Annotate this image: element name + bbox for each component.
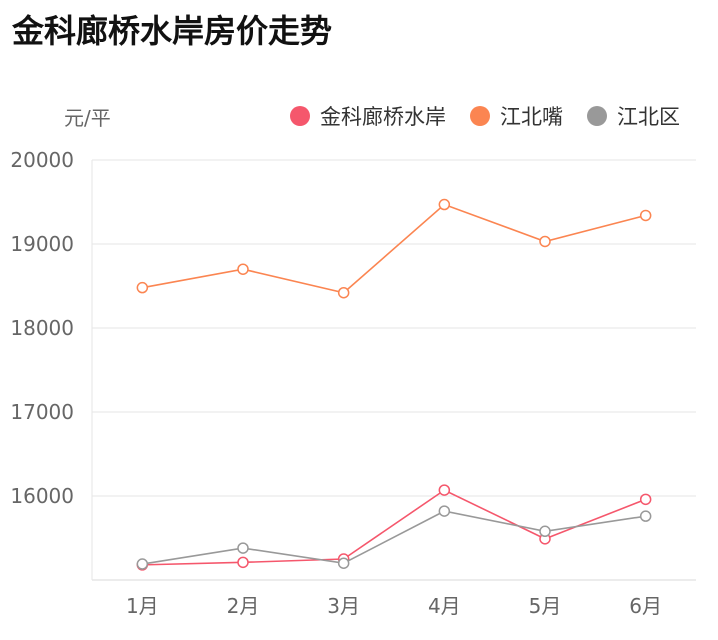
data-point (337, 557, 350, 569)
legend-label: 江北区 (617, 105, 680, 129)
x-tick-label: 2月 (227, 594, 260, 618)
data-point (639, 209, 652, 222)
legend-label: 江北嘴 (500, 105, 563, 129)
legend-marker (470, 106, 490, 126)
y-tick-label: 18000 (10, 316, 74, 340)
data-point (337, 286, 350, 299)
chart-title: 金科廊桥水岸房价走势 (12, 12, 333, 50)
x-tick-label: 5月 (529, 594, 562, 618)
series-line (142, 489, 646, 566)
series-line (142, 203, 646, 294)
x-tick-label: 4月 (428, 594, 461, 618)
data-point (136, 558, 149, 570)
legend-marker (587, 106, 607, 126)
data-point (237, 263, 249, 275)
y-tick-label: 19000 (10, 232, 74, 256)
data-point (438, 198, 451, 211)
data-point (639, 493, 652, 506)
legend-label: 金科廊桥水岸 (320, 105, 446, 129)
x-tick-label: 6月 (629, 594, 662, 618)
x-tick-label: 3月 (327, 594, 360, 618)
data-point (539, 235, 551, 248)
data-point (237, 556, 249, 569)
y-tick-label: 20000 (10, 148, 74, 172)
data-point (136, 281, 149, 294)
data-point (438, 484, 451, 496)
data-point (639, 510, 652, 522)
y-tick-label: 17000 (10, 400, 74, 424)
y-tick-label: 16000 (10, 484, 74, 508)
data-point (539, 525, 551, 538)
y-axis-unit: 元/平 (64, 106, 111, 130)
x-tick-label: 1月 (126, 594, 159, 618)
data-point (237, 542, 249, 554)
data-point (438, 505, 451, 517)
legend-marker (290, 106, 310, 126)
series-line (142, 510, 646, 565)
